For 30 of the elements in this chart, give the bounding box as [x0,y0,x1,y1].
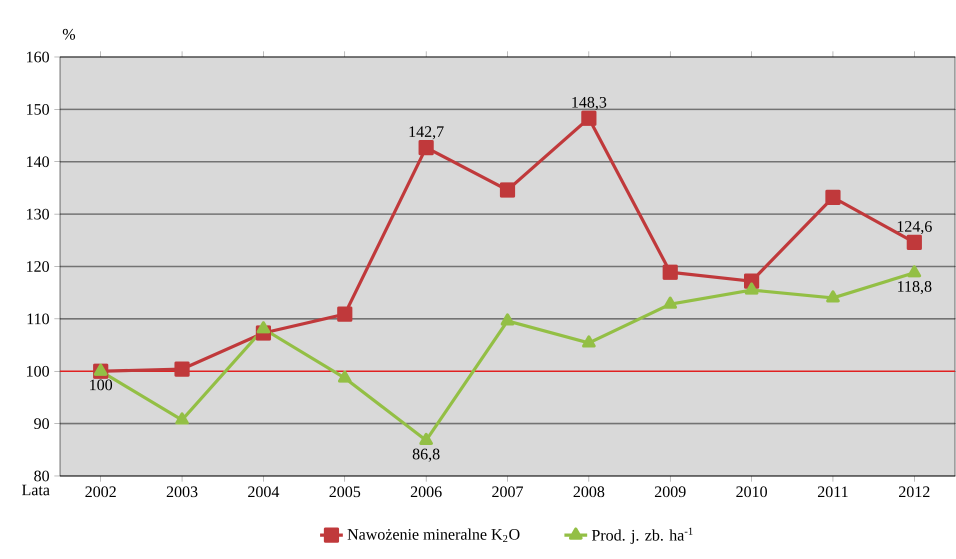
data-label: 86,8 [412,448,440,462]
x-tick-label: 2004 [248,486,280,498]
y-tick-label: 160 [27,52,49,62]
data-label: 100 [90,380,112,390]
x-tick-label: 2005 [329,486,360,498]
y-tick-label: 100 [27,366,49,377]
legend-label: Nawożenie mineralne K$_{2}$O [348,528,520,542]
y-tick-label: 80 [34,470,49,482]
x-tick-label: 2010 [736,486,767,498]
x-tick-label: 2003 [166,486,198,498]
data-label: 118,8 [898,281,932,294]
legend-label: Prod. j. zb. ha$^{-1}$ [592,528,693,544]
y-tick-label: 140 [27,156,49,168]
x-tick-label: 2009 [654,486,686,498]
x-axis-title: Lata [22,484,50,496]
x-tick-label: 2008 [574,486,604,498]
data-label: 148,3 [572,96,606,110]
data-label: 142,7 [410,126,444,140]
x-tick-label: 2011 [818,486,848,498]
y-tick-label: 120 [27,261,49,272]
y-axis-title: % [62,28,76,40]
y-tick-label: 130 [27,208,49,220]
x-tick-label: 2007 [492,486,524,498]
data-label: 124,6 [898,221,932,234]
x-tick-label: 2002 [85,486,116,498]
y-tick-label: 150 [27,104,49,115]
y-tick-label: 110 [28,313,49,324]
x-tick-label: 2006 [410,486,442,498]
x-tick-label: 2012 [899,486,930,498]
y-tick-label: 90 [34,418,49,429]
